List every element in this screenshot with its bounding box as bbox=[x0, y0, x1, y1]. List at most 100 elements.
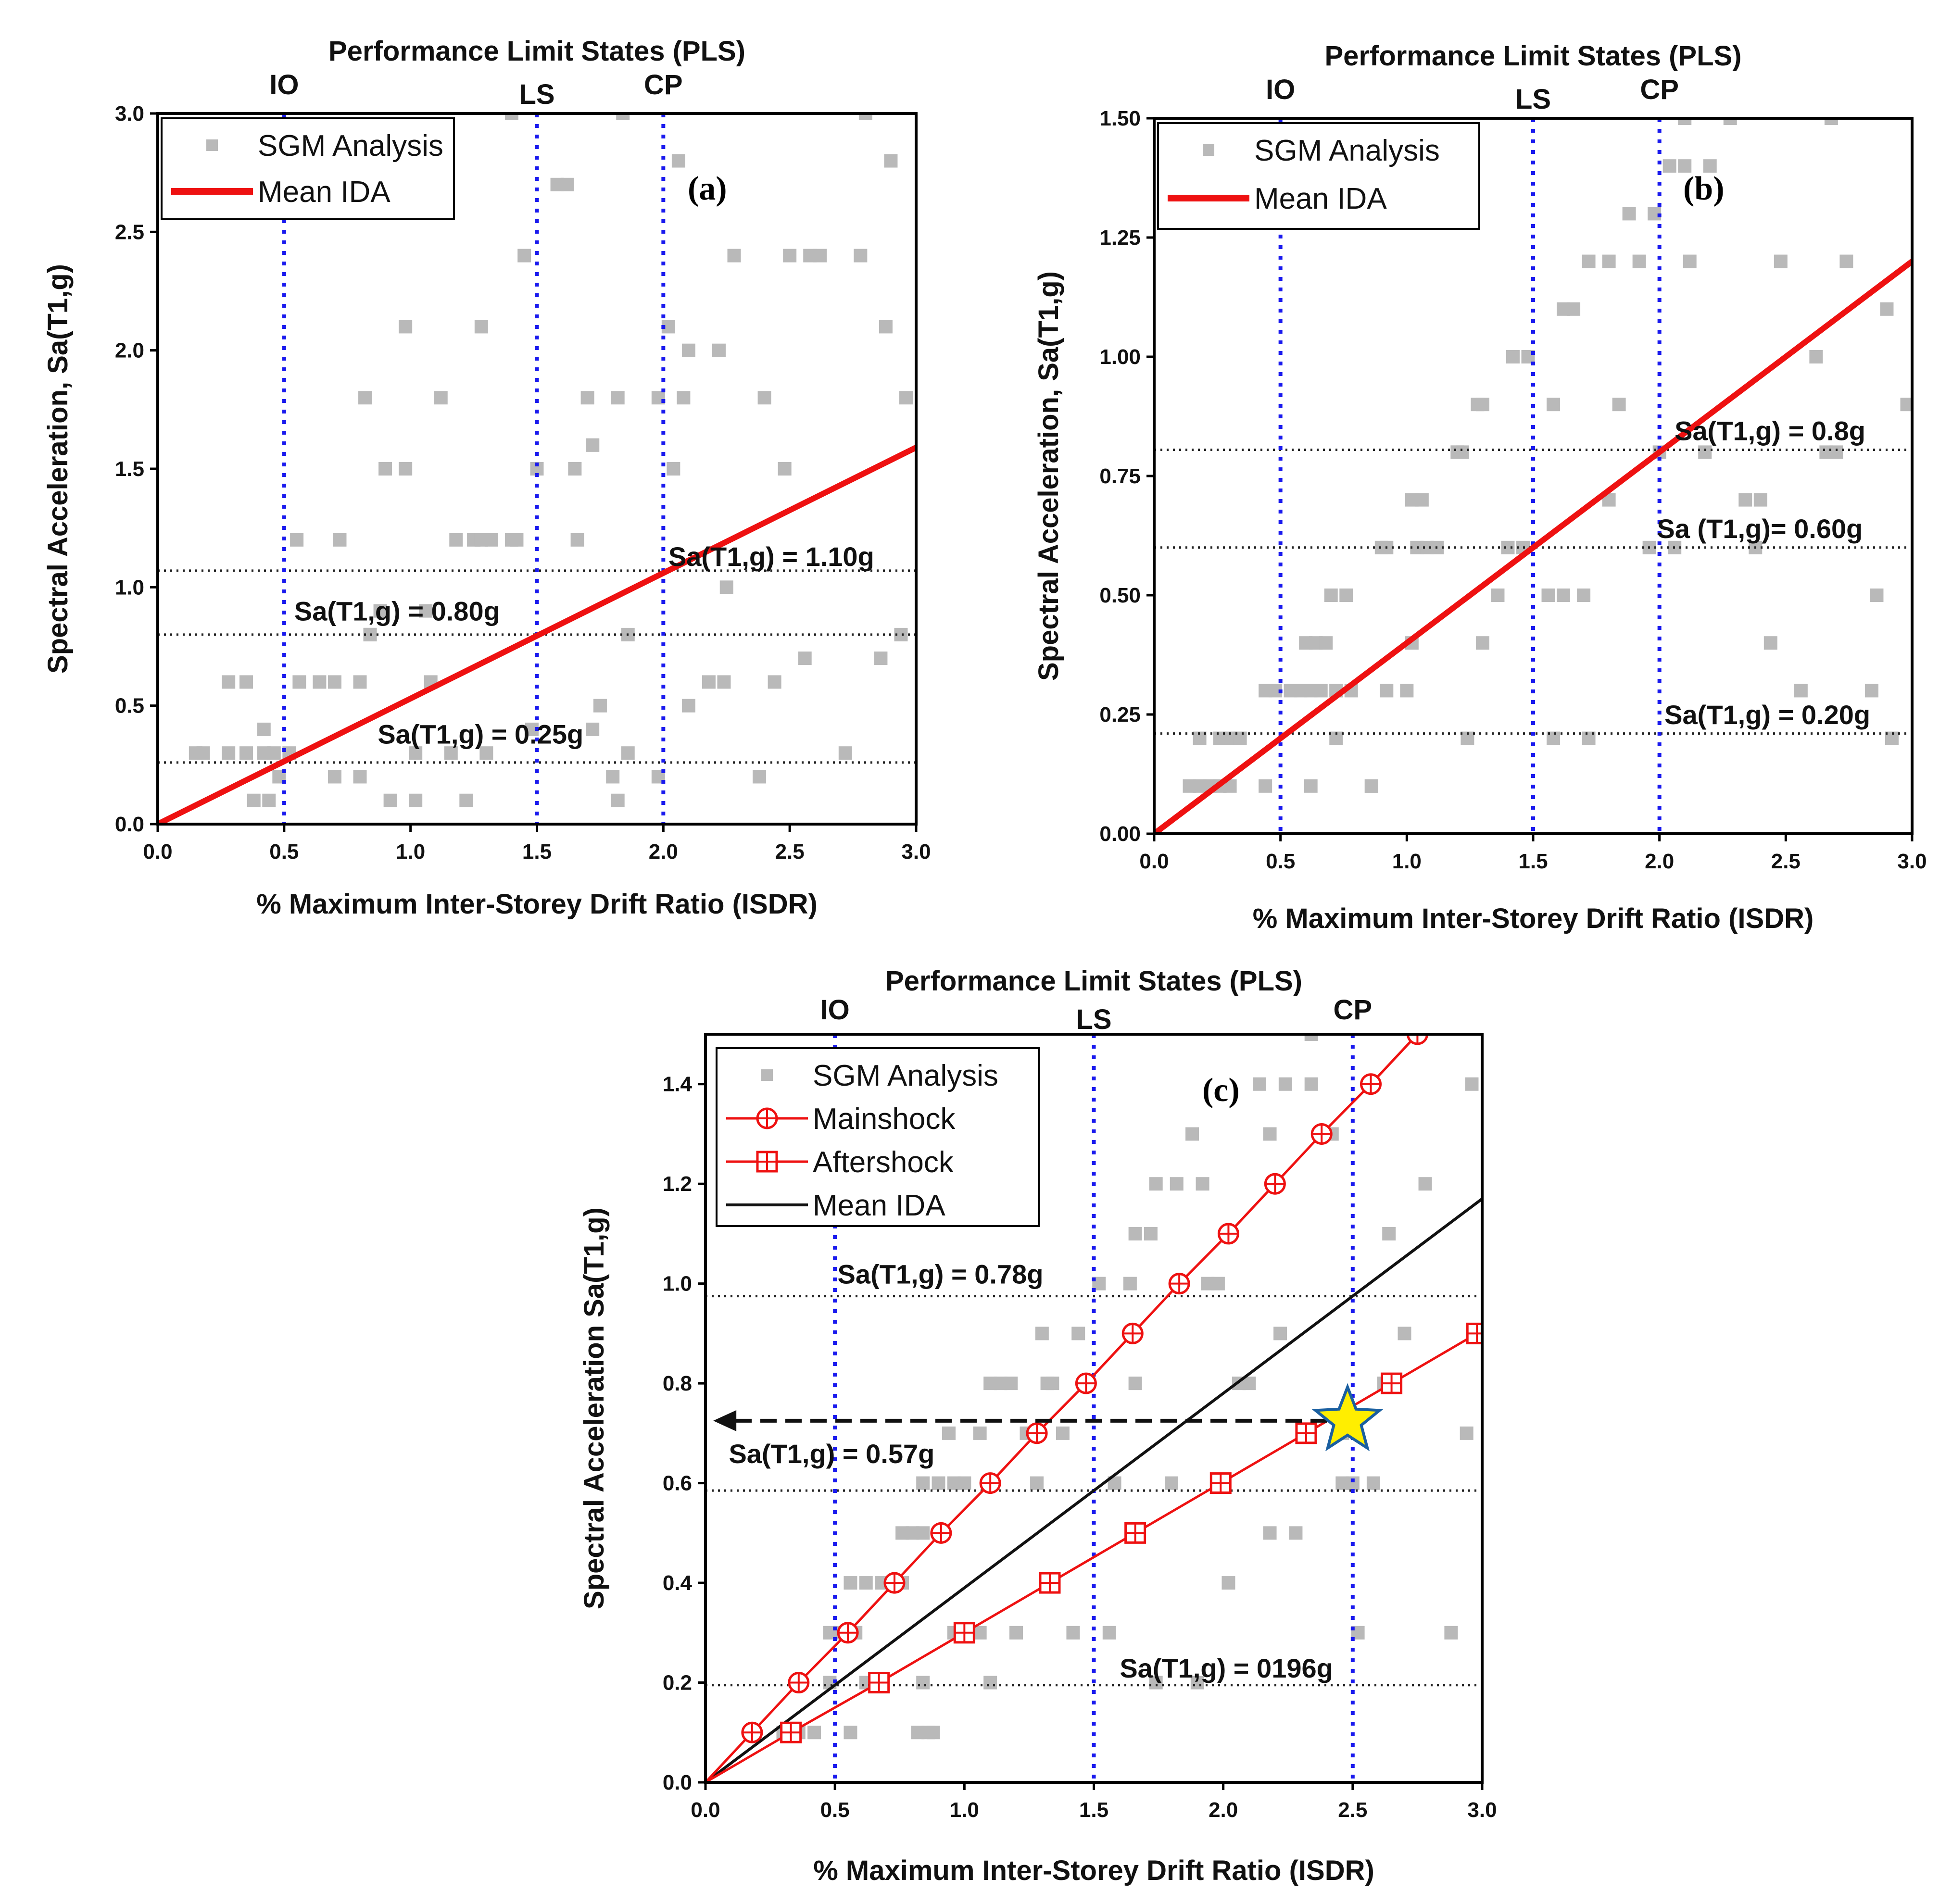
sgm-point bbox=[1415, 493, 1429, 507]
x-tick-label: 2.0 bbox=[649, 840, 678, 864]
sgm-point bbox=[257, 722, 271, 736]
x-tick-label: 1.5 bbox=[522, 840, 552, 864]
sgm-point bbox=[1683, 254, 1697, 268]
legend: SGM Analysis Mainshock Aftershock Mean IDA bbox=[716, 1047, 1040, 1227]
legend: SGM Analysis Mean IDA bbox=[1157, 122, 1480, 230]
x-axis-label: % Maximum Inter-Storey Drift Ratio (ISDR… bbox=[256, 889, 818, 920]
sgm-point bbox=[813, 249, 827, 263]
legend-box bbox=[161, 117, 455, 220]
sgm-point bbox=[844, 1726, 857, 1740]
sgm-point bbox=[621, 746, 635, 760]
mainshock-marker bbox=[741, 1721, 763, 1743]
sgm-point bbox=[444, 746, 458, 760]
sgm-point bbox=[1149, 1177, 1163, 1191]
y-tick-label: 0.00 bbox=[1099, 822, 1141, 846]
sgm-point bbox=[353, 675, 367, 689]
sgm-point bbox=[1465, 1077, 1479, 1091]
sgm-point bbox=[474, 320, 488, 334]
sgm-point bbox=[778, 462, 792, 476]
sgm-point bbox=[973, 1426, 987, 1440]
sgm-point bbox=[702, 675, 716, 689]
x-axis-label: % Maximum Inter-Storey Drift Ratio (ISDR… bbox=[1253, 903, 1814, 934]
sgm-point bbox=[1304, 1077, 1318, 1091]
sgm-point bbox=[1450, 445, 1464, 459]
sgm-point bbox=[1501, 540, 1515, 554]
sgm-point bbox=[373, 604, 387, 618]
sgm-point bbox=[409, 746, 423, 760]
sgm-point bbox=[1612, 398, 1626, 412]
y-axis-label: Spectral Acceleration Sa(T1,g) bbox=[579, 1207, 610, 1609]
mainshock-line bbox=[705, 1034, 1419, 1782]
aftershock-marker bbox=[1466, 1322, 1482, 1344]
sgm-point bbox=[1622, 207, 1636, 221]
sgm-point bbox=[1128, 1377, 1142, 1390]
sgm-point bbox=[1170, 1177, 1184, 1191]
threshold-annotation: Sa(T1,g) = 0.80g bbox=[294, 596, 500, 626]
y-tick-label: 1.25 bbox=[1099, 226, 1141, 250]
sgm-point bbox=[859, 1576, 873, 1590]
sgm-point bbox=[899, 391, 913, 405]
sgm-point bbox=[1144, 1227, 1158, 1240]
y-tick-label: 2.5 bbox=[115, 220, 144, 244]
sgm-point bbox=[593, 699, 607, 713]
sgm-point bbox=[1040, 1377, 1054, 1390]
chart-title: Performance Limit States (PLS) bbox=[1325, 40, 1742, 72]
sgm-point bbox=[753, 770, 767, 784]
threshold-annotation: Sa(T1,g) = 0196g bbox=[1120, 1653, 1333, 1683]
legend-swatch-sgm bbox=[1203, 144, 1214, 156]
y-tick-label: 2.0 bbox=[115, 339, 144, 363]
sgm-point bbox=[854, 249, 868, 263]
line-series bbox=[1154, 259, 1912, 834]
chart-panel-b: 0.0 0.5 1.0 1.5 2.0 2.5 3.0 0.00 0.25 0.50 0.75 1.0… bbox=[1033, 40, 1927, 934]
sgm-point bbox=[1420, 540, 1434, 554]
sgm-point bbox=[1233, 731, 1247, 745]
legend-label: SGM Analysis bbox=[258, 129, 443, 163]
mainshock-marker bbox=[1075, 1372, 1097, 1394]
sgm-point bbox=[1398, 1327, 1411, 1340]
sgm-point bbox=[568, 462, 582, 476]
mainshock-marker bbox=[1310, 1123, 1333, 1145]
sgm-point bbox=[807, 1726, 821, 1740]
sgm-point bbox=[1475, 636, 1489, 650]
threshold-annotation: Sa(T1,g) = 1.10g bbox=[668, 541, 874, 572]
sgm-point bbox=[449, 533, 463, 547]
sgm-point bbox=[1870, 589, 1884, 602]
sgm-point bbox=[1567, 302, 1581, 316]
sgm-point bbox=[1774, 254, 1788, 268]
sgm-points bbox=[189, 113, 913, 807]
sgm-point bbox=[1678, 118, 1692, 125]
sgm-point bbox=[1382, 1227, 1396, 1240]
chart-title: Performance Limit States (PLS) bbox=[885, 965, 1302, 997]
sgm-point bbox=[712, 343, 726, 357]
sgm-point bbox=[267, 746, 281, 760]
sgm-point bbox=[1763, 636, 1777, 650]
mainshock-marker bbox=[1360, 1073, 1382, 1095]
legend-swatch-sgm bbox=[206, 139, 218, 151]
sgm-point bbox=[783, 249, 797, 263]
sgm-point bbox=[1698, 445, 1712, 459]
panel-label: (a) bbox=[688, 170, 727, 207]
sgm-point bbox=[844, 1576, 857, 1590]
sgm-point bbox=[1864, 684, 1878, 698]
sgm-point bbox=[1056, 1426, 1070, 1440]
sgm-point bbox=[1314, 684, 1328, 698]
pls-label-io: IO bbox=[820, 994, 850, 1026]
sgm-point bbox=[611, 793, 625, 807]
x-tick-label: 2.5 bbox=[1771, 850, 1801, 873]
sgm-point bbox=[616, 113, 630, 120]
sgm-point bbox=[1128, 1227, 1142, 1240]
sgm-point bbox=[1123, 1277, 1137, 1290]
sgm-point bbox=[1299, 636, 1313, 650]
sgm-point bbox=[290, 533, 304, 547]
sgm-point bbox=[1304, 779, 1318, 793]
sgm-point bbox=[399, 462, 413, 476]
sgm-point bbox=[1900, 398, 1912, 412]
y-tick-label: 1.5 bbox=[115, 457, 144, 481]
aftershock-marker bbox=[1039, 1572, 1061, 1594]
aftershock-marker bbox=[780, 1721, 802, 1743]
y-tick-label: 1.0 bbox=[663, 1272, 692, 1296]
sgm-point bbox=[838, 746, 852, 760]
sgm-point bbox=[586, 722, 600, 736]
sgm-point bbox=[247, 793, 261, 807]
x-tick-label: 1.0 bbox=[396, 840, 425, 864]
